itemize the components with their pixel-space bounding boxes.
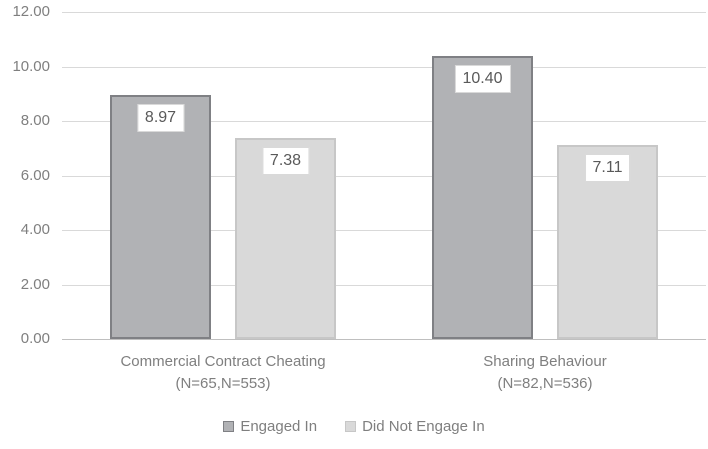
category-label-line2: (N=82,N=536) [497,375,593,392]
category-label-line1: Commercial Contract Cheating [120,353,326,370]
y-tick-label: 10.00 [12,57,50,75]
bar-engaged-in: 8.97 [110,94,211,339]
y-tick-label: 2.00 [20,275,50,293]
category-label: Sharing Behaviour (N=82,N=536) [375,351,708,395]
y-tick-label: 8.00 [20,112,50,129]
bar-did-not-engage-in: 7.38 [235,137,336,339]
category-label-line2: (N=65,N=553) [175,375,271,392]
legend: Engaged In Did Not Engage In [0,418,708,435]
data-label: 10.40 [454,64,511,93]
legend-item: Did Not Engage In [345,418,485,435]
y-tick-label: 12.00 [12,3,50,20]
data-label: 7.38 [261,146,310,175]
gridline [62,230,706,231]
gridline [62,284,706,286]
gridline [62,66,706,68]
legend-marker-icon [345,421,357,432]
y-tick-label: 4.00 [20,221,50,238]
legend-label: Engaged In [240,418,318,435]
legend-label: Did Not Engage In [362,418,485,435]
gridline [62,121,706,122]
bar-engaged-in: 10.40 [432,55,533,339]
legend-item: Engaged In [223,418,317,435]
gridline [62,175,706,177]
data-label: 8.97 [136,103,185,132]
bar-did-not-engage-in: 7.11 [557,145,658,339]
category-label-line1: Sharing Behaviour [483,353,607,370]
legend-marker-icon [223,421,235,432]
x-axis-line [62,339,706,340]
data-label: 7.11 [584,154,631,183]
y-tick-label: 6.00 [20,166,50,184]
category-label: Commercial Contract Cheating (N=65,N=553) [53,351,393,395]
y-tick-label: 0.00 [20,330,50,347]
gridline [62,12,706,13]
